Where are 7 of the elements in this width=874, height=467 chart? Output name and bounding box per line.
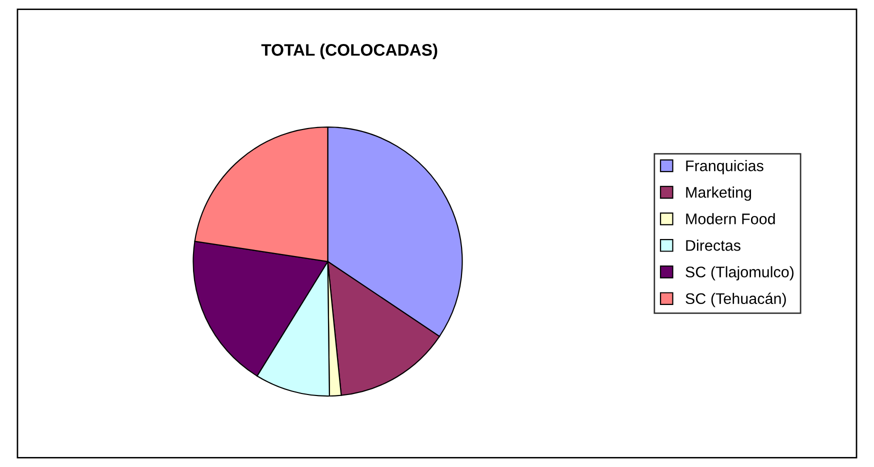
- legend-label: Modern Food: [686, 213, 775, 224]
- legend-label: Directas: [686, 240, 740, 251]
- chart-title: TOTAL (COLOCADAS): [261, 44, 438, 60]
- legend-label: SC (Tehuacán): [686, 292, 786, 308]
- legend-label: Marketing: [686, 186, 752, 201]
- legend-label: Franquicias: [686, 160, 764, 174]
- legend-label: SC (Tlajomulco): [686, 266, 794, 280]
